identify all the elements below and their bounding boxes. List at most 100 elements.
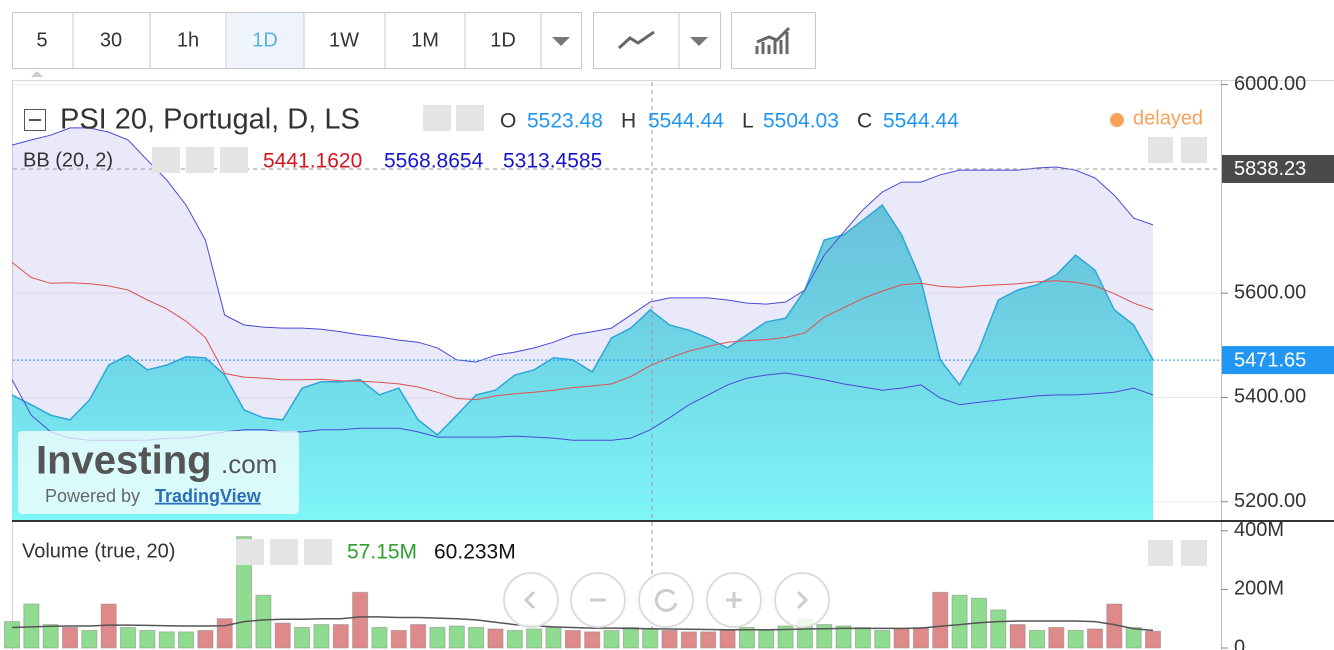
volume-bar [564,629,581,649]
volume-ma-value: 60.233M [434,541,516,564]
volume-bar [139,629,156,649]
maximize-button[interactable] [1181,540,1207,566]
band-upper [11,127,1154,363]
volume-bar [584,631,601,649]
volume-bar [429,626,446,649]
interval-button[interactable]: 1h [177,29,199,51]
status-dot [1110,113,1124,127]
ohlc-value: 5504.03 [763,110,839,133]
move-down-button[interactable] [1148,137,1173,163]
visibility-icon[interactable] [423,105,451,131]
indicator-value: 5568.8654 [384,150,484,173]
volume-bar [1048,626,1065,649]
volume-ma-line [11,616,1154,632]
symbol-title: PSI 20, Portugal, D, LS [60,104,360,136]
volume-bar [410,624,427,649]
crosshair-label: 5838.23 [1234,158,1306,180]
interval-button[interactable]: 1D [490,29,516,51]
indicator-value: 5441.1620 [263,150,362,173]
volume-bar [178,631,195,649]
volume-bar [932,591,949,649]
volume-bar [661,629,678,649]
scroll-left-button[interactable] [503,572,559,628]
collapse-arrow[interactable] [31,71,43,77]
interval-button[interactable]: 30 [100,29,122,51]
volume-title: Volume (true, 20) [22,540,175,562]
volume-bar [738,626,755,649]
volume-bar [719,629,736,649]
y-tick-label: 5400.00 [1234,386,1306,408]
volume-bar [197,629,214,649]
volume-bar [816,624,833,649]
remove-icon[interactable] [304,539,332,565]
y-tick-label: 6000.00 [1234,73,1306,95]
y-tick-label: 5200.00 [1234,490,1306,512]
volume-bar [526,628,543,649]
volume-bar [61,626,79,649]
active-interval-bg [227,13,304,68]
volume-bar [255,594,272,649]
ohlc-label: O [500,110,516,133]
volume-bar [487,628,504,649]
settings-icon[interactable] [456,105,484,131]
interval-button[interactable]: 1M [411,29,439,51]
volume-bar [158,631,175,649]
ohlc-label: H [621,110,636,133]
volume-bar [332,624,349,649]
interval-button[interactable]: 5 [36,29,47,51]
volume-bar [893,628,910,649]
volume-bar [777,625,794,649]
volume-value: 57.15M [347,541,417,564]
move-up-button[interactable] [1148,540,1173,566]
watermark: Investing .com Powered by TradingView [18,431,299,514]
volume-bar [642,628,659,649]
volume-bar [81,629,98,649]
volume-bar [874,629,891,649]
watermark-powered: Powered by [45,486,140,506]
volume-bar [390,629,407,649]
volume-bar [1009,624,1026,649]
volume-bar [216,618,233,649]
maximize-button[interactable] [1181,137,1207,163]
interval-button[interactable]: 1D [252,29,278,51]
dropdown-arrow[interactable] [690,37,708,46]
line-chart-icon[interactable] [617,30,655,50]
volume-bar [951,594,968,649]
status: delayed [1133,107,1203,129]
visibility-icon[interactable] [236,539,264,565]
volume-bar [758,629,775,649]
volume-bar [1125,626,1142,649]
navigation [503,572,830,628]
last-price-label-bg [1222,346,1334,375]
volume-area [3,536,1162,649]
y-tick-label: 5600.00 [1234,281,1306,303]
watermark-domain: .com [221,449,277,479]
settings-icon[interactable] [186,147,214,173]
y-tick-label: 400M [1234,519,1284,541]
ohlc-value: 5544.44 [883,110,959,133]
watermark-link[interactable]: TradingView [155,486,262,506]
volume-bar [294,626,311,649]
watermark-brand: Investing [36,439,212,483]
volume-bar [119,626,137,649]
interval-button[interactable]: 1W [329,29,359,51]
volume-bar [3,621,21,649]
ohlc-label: L [742,110,754,133]
volume-bar [545,626,562,649]
volume-bar [854,626,871,649]
volume-bar [622,626,639,649]
scroll-right-button[interactable] [774,572,830,628]
indicator-value: 5313.4585 [503,150,602,173]
remove-icon[interactable] [220,147,248,173]
reset-button[interactable] [638,572,694,628]
price-line [11,204,1154,437]
visibility-icon[interactable] [152,147,180,173]
crosshair-label-bg [1222,154,1334,183]
ohlc-value: 5544.44 [648,110,724,133]
settings-icon[interactable] [270,539,298,565]
volume-bar [313,624,330,649]
volume-bar [1067,629,1084,649]
dropdown-arrow[interactable] [552,37,570,46]
ohlc-value: 5523.48 [527,110,603,133]
volume-bar [1144,630,1162,649]
